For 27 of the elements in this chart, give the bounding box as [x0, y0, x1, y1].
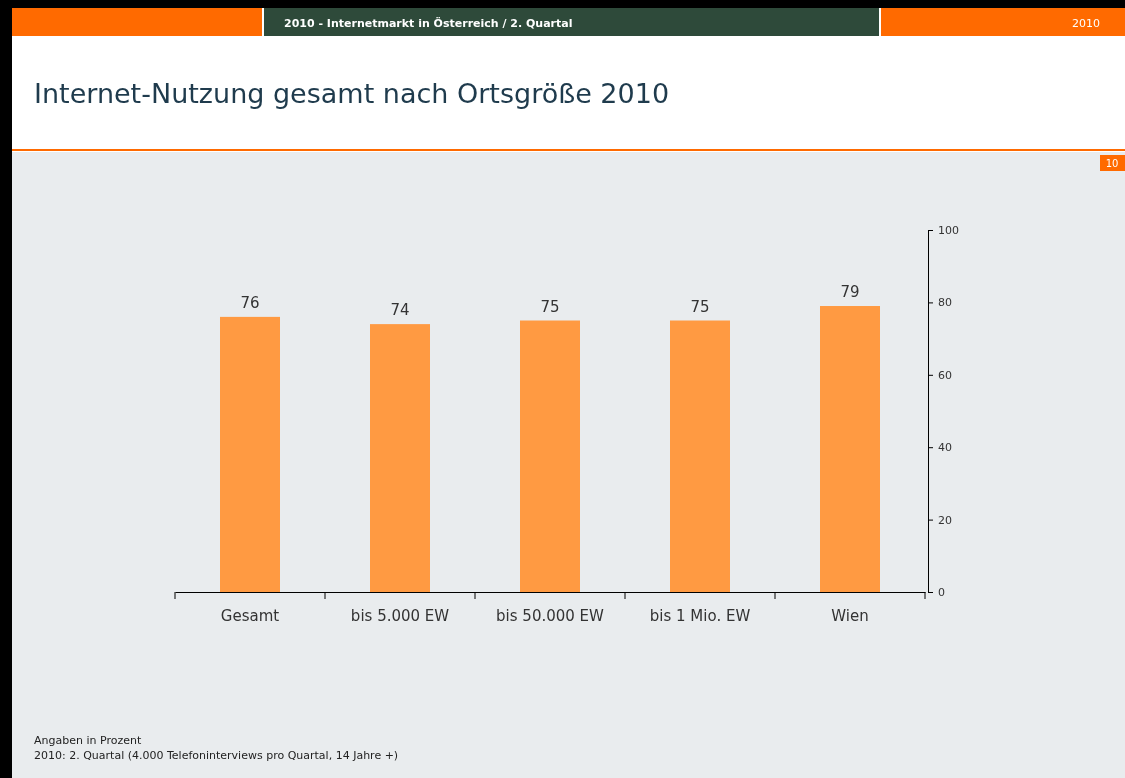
text: 2010: 2. Quartal (4.000 Telefoninterviews pro Quartal, 14 Jahre +): [34, 749, 399, 762]
bar: [820, 306, 880, 592]
y-tick-label: 80: [938, 296, 952, 310]
bar: [370, 324, 430, 592]
data-label: 75: [690, 297, 710, 316]
y-tick-label: 60: [938, 368, 952, 382]
x-tick-label: Gesamt: [220, 606, 280, 625]
data-label: 76: [240, 293, 260, 312]
text: 10: [1105, 158, 1119, 169]
bar: [520, 320, 580, 592]
bar: [220, 316, 280, 592]
text: Angaben in Prozent: [34, 734, 142, 747]
data-label: 79: [840, 283, 860, 302]
x-tick-label: bis 50.000 EW: [496, 606, 605, 625]
text: 2010: [1072, 17, 1100, 30]
bar: [670, 320, 730, 592]
x-tick-label: bis 1 Mio. EW: [649, 606, 751, 625]
chart-title: Internet-Nutzung gesamt nach Ortsgröße 2010: [34, 78, 670, 109]
x-tick-label: Wien: [831, 606, 869, 625]
data-label: 75: [540, 297, 560, 316]
text: 2010 - Internetmarkt in Österreich / 2. Quartal: [284, 16, 573, 30]
x-tick-label: bis 5.000 EW: [350, 606, 450, 625]
y-tick-label: 20: [938, 513, 952, 527]
data-label: 74: [390, 301, 410, 320]
y-tick-label: 100: [938, 224, 959, 238]
y-tick-label: 40: [938, 441, 952, 455]
y-tick-label: 0: [938, 586, 945, 600]
